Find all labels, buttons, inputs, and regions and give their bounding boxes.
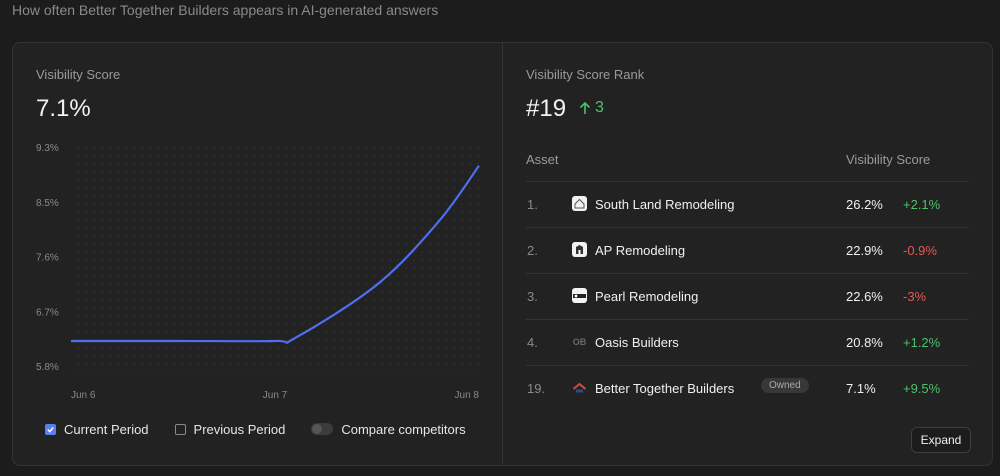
legend-current-period[interactable]: Current Period <box>45 422 149 437</box>
roof-logo-icon <box>573 382 586 392</box>
row-rank: 1. <box>527 197 538 212</box>
logo-initials: OB <box>572 336 587 347</box>
row-rank: 2. <box>527 243 538 258</box>
y-tick-label: 7.6% <box>36 253 59 264</box>
house-logo-icon <box>574 198 585 209</box>
x-tick-label: Jun 8 <box>455 390 480 401</box>
chart-grid <box>71 143 479 372</box>
column-asset: Asset <box>526 152 559 167</box>
asset-score: 22.6% <box>846 289 883 304</box>
check-icon <box>47 426 54 433</box>
asset-name: Oasis Builders <box>595 335 679 350</box>
pearl-logo-icon <box>573 293 586 298</box>
legend-previous-period[interactable]: Previous Period <box>174 421 286 437</box>
asset-score-delta: +9.5% <box>903 381 941 396</box>
current-period-checkbox[interactable] <box>45 423 56 435</box>
visibility-score-value: 7.1% <box>36 95 91 122</box>
chart-legend: Current Period Previous Period Compare c… <box>45 419 492 439</box>
y-tick-label: 6.7% <box>36 307 59 318</box>
asset-logo <box>572 380 587 395</box>
building-logo-icon <box>576 245 583 254</box>
page-subtitle: How often Better Together Builders appea… <box>12 2 439 18</box>
row-rank: 3. <box>527 289 538 304</box>
table-row[interactable]: 2. AP Remodeling 22.9% -0.9% <box>526 227 969 273</box>
expand-button[interactable]: Expand <box>911 427 971 453</box>
rank-change-value: 3 <box>595 99 604 116</box>
asset-score: 26.2% <box>846 197 883 212</box>
x-tick-label: Jun 7 <box>263 390 288 401</box>
asset-name: AP Remodeling <box>595 243 686 258</box>
asset-name: South Land Remodeling <box>595 197 735 212</box>
arrow-up-icon <box>579 101 591 114</box>
visibility-chart: 9.3% 8.5% 7.6% 6.7% 5.8% Jun 6 Jun 7 Jun 8 <box>36 143 480 401</box>
x-tick-label: Jun 6 <box>71 390 96 401</box>
legend-compare-competitors[interactable]: Compare competitors <box>311 421 466 437</box>
asset-logo <box>572 196 587 211</box>
compare-competitors-label: Compare competitors <box>341 421 466 437</box>
asset-name: Pearl Remodeling <box>595 289 699 304</box>
rank-label: Visibility Score Rank <box>526 67 645 82</box>
asset-score-delta: +1.2% <box>903 335 941 350</box>
table-row[interactable]: 1. South Land Remodeling 26.2% +2.1% <box>526 181 969 227</box>
asset-score: 7.1% <box>846 381 876 396</box>
column-visibility-score: Visibility Score <box>846 152 931 167</box>
visibility-score-label: Visibility Score <box>36 67 121 82</box>
asset-logo: OB <box>572 334 587 349</box>
panel-divider <box>502 43 503 465</box>
asset-score-delta: +2.1% <box>903 197 941 212</box>
series-line-current <box>71 165 480 344</box>
visibility-card: Visibility Score 7.1% 9.3% 8.5% 7.6% 6.7% 5.… <box>12 42 993 466</box>
previous-period-checkbox[interactable] <box>174 423 186 435</box>
asset-score-delta: -3% <box>903 289 927 304</box>
y-tick-label: 9.3% <box>36 143 59 154</box>
row-rank: 4. <box>527 335 538 350</box>
owned-badge: Owned <box>761 378 809 393</box>
table-row[interactable]: 19. Better Together Builders 7.1% +9.5% Owne… <box>526 365 969 411</box>
previous-period-label: Previous Period <box>193 421 286 437</box>
asset-score: 22.9% <box>846 243 883 258</box>
y-tick-label: 8.5% <box>36 198 59 209</box>
rank-value: #19 <box>526 95 567 122</box>
asset-logo <box>572 242 587 257</box>
current-period-label: Current Period <box>64 421 149 437</box>
asset-name: Better Together Builders <box>595 381 735 396</box>
row-rank: 19. <box>527 381 546 396</box>
compare-competitors-toggle[interactable] <box>311 423 334 435</box>
y-tick-label: 5.8% <box>36 362 59 373</box>
table-row[interactable]: 4. OB Oasis Builders 20.8% +1.2% <box>526 319 969 365</box>
table-row[interactable]: 3. Pearl Remodeling 22.6% -3% <box>526 273 969 319</box>
asset-score: 20.8% <box>846 335 883 350</box>
asset-score-delta: -0.9% <box>903 243 937 258</box>
asset-logo <box>572 288 587 303</box>
rank-change: 3 <box>579 99 604 117</box>
